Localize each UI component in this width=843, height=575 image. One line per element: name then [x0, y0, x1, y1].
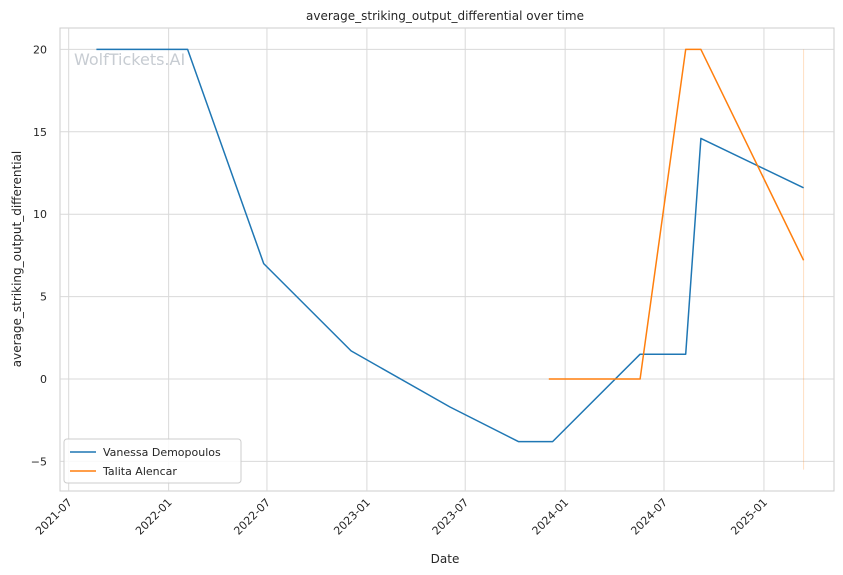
legend: Vanessa Demopoulos Talita Alencar: [63, 438, 242, 484]
series-line-1: [548, 48, 805, 380]
plot-area: [59, 27, 835, 492]
x-tick-label: 2021-07: [33, 496, 75, 538]
x-tick-label: 2023-01: [331, 496, 373, 538]
y-tick-label: −5: [31, 455, 47, 468]
watermark-text: WolfTickets.AI: [74, 50, 185, 69]
x-tick-label: 2022-01: [133, 496, 175, 538]
chart-title: average_striking_output_differential ove…: [306, 9, 584, 23]
y-tick-label: 10: [33, 208, 47, 221]
x-tick-label: 2023-07: [430, 496, 472, 538]
y-tick-label: 0: [40, 373, 47, 386]
x-tick-label: 2024-01: [530, 496, 572, 538]
x-tick-label: 2025-01: [728, 496, 770, 538]
x-axis-ticks: 2021-07 2022-01 2022-07 2023-01 2023-07 2024-…: [33, 496, 770, 538]
y-tick-label: 15: [33, 126, 47, 139]
series-lines: [96, 48, 805, 443]
y-tick-label: 20: [33, 43, 47, 56]
legend-label: Talita Alencar: [102, 465, 177, 478]
series-line-0: [96, 48, 804, 443]
y-axis-title: average_striking_output_differential: [10, 151, 24, 367]
x-axis-title: Date: [431, 552, 460, 566]
y-axis-ticks: −5 0 5 10 15 20: [31, 43, 47, 468]
x-tick-label: 2022-07: [231, 496, 273, 538]
legend-label: Vanessa Demopoulos: [103, 446, 221, 459]
grid-lines: [60, 28, 834, 491]
legend-box: [63, 438, 242, 484]
y-tick-label: 5: [40, 291, 47, 304]
x-tick-label: 2024-07: [628, 496, 670, 538]
